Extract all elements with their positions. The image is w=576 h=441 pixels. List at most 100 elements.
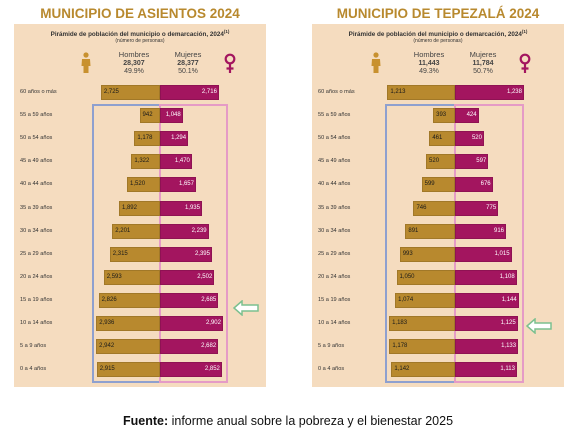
bar-women [455, 269, 517, 285]
bar-men [389, 339, 455, 355]
age-group-label: 15 a 19 años [318, 296, 351, 303]
chart-title-asientos: MUNICIPIO DE ASIENTOS 2024 [40, 6, 240, 21]
age-group-label: 35 a 39 años [318, 204, 351, 211]
bar-women [160, 223, 209, 239]
bar-men-value: 993 [402, 250, 413, 257]
bar-men-value: 1,183 [392, 320, 408, 326]
bar-men-value: 942 [142, 112, 153, 119]
bar-men [387, 85, 455, 100]
bar-women-value: 2,716 [201, 89, 217, 95]
bar-men [399, 246, 455, 262]
total-men-value: 28,307 [123, 59, 145, 67]
age-group-label: 0 a 4 años [20, 366, 47, 373]
age-group-label: 30 a 34 años [318, 227, 351, 234]
bar-women [455, 292, 519, 308]
bar-men-value: 2,725 [103, 89, 119, 95]
age-group-label: 15 a 19 años [20, 296, 53, 303]
bar-women [160, 200, 202, 216]
bar-men [96, 362, 160, 378]
bar-women [455, 316, 518, 331]
bar-women [160, 131, 189, 147]
bar-men-value: 891 [408, 227, 419, 234]
total-women-pct: 50.7% [473, 68, 493, 75]
female-symbol-icon [224, 53, 236, 80]
source-text: informe anual sobre la pobreza y el bien… [171, 414, 454, 428]
age-group-label: 45 a 49 años [20, 158, 53, 165]
female-symbol-icon [519, 53, 531, 80]
source-caption: Fuente: informe anual sobre la pobreza y… [0, 414, 576, 428]
age-group-label: 55 a 59 años [318, 112, 351, 119]
bar-men-value: 2,201 [115, 227, 131, 234]
bar-women [160, 177, 196, 193]
total-men-label: Hombres [118, 50, 150, 59]
bar-women-value: 2,502 [197, 273, 213, 280]
bar-women [160, 246, 212, 262]
chart-title-tepezala: MUNICIPIO DE TEPEZALÁ 2024 [336, 6, 540, 21]
source-label: Fuente: [122, 414, 169, 428]
left-arrow-icon [232, 299, 259, 321]
bar-men-value: 1,050 [399, 273, 415, 280]
bar-men-value: 2,942 [99, 343, 115, 350]
age-group-label: 20 a 24 años [318, 273, 351, 280]
total-women-value: 11,784 [472, 59, 494, 67]
total-men: Hombres 28,307 49.9% [114, 50, 154, 77]
women-highlight-outline [454, 104, 524, 384]
bar-men [103, 269, 160, 285]
bar-men-value: 393 [436, 112, 447, 119]
bar-men [413, 200, 455, 216]
bar-women [160, 292, 219, 308]
bar-women-value: 775 [486, 204, 497, 211]
bar-women-value: 597 [476, 158, 487, 165]
bar-men [426, 154, 455, 170]
bar-women [455, 154, 489, 170]
bar-men [98, 292, 160, 308]
male-person-icon [80, 52, 92, 79]
bar-men-value: 1,892 [121, 204, 137, 211]
bar-women-value: 2,395 [194, 250, 210, 257]
bar-women [160, 269, 215, 285]
age-group-label: 0 a 4 años [318, 366, 345, 373]
bar-men-value: 1,178 [137, 135, 153, 142]
bar-women-value: 1,294 [171, 135, 187, 142]
bar-men-value: 1,520 [130, 181, 146, 188]
total-women: Mujeres 11,784 50.7% [463, 50, 503, 77]
bar-women [160, 362, 222, 378]
bar-men [396, 269, 455, 285]
age-group-label: 50 a 54 años [318, 135, 351, 142]
bar-men [405, 223, 455, 239]
pyramid-panel-asientos: Pirámide de población del municipio o de… [14, 24, 266, 387]
bar-men-value: 2,826 [101, 296, 117, 303]
bar-men [389, 316, 455, 331]
bar-men [96, 316, 160, 331]
chart-units: (número de personas) [413, 38, 463, 44]
bar-women-value: 2,682 [201, 343, 217, 350]
pyramid-panel-tepezala: Pirámide de población del municipio o de… [312, 24, 564, 387]
bar-women [160, 339, 219, 355]
bar-women [455, 339, 519, 355]
left-arrow-icon [525, 317, 552, 339]
bar-women-value: 1,238 [506, 89, 522, 95]
age-group-label: 30 a 34 años [20, 227, 53, 234]
chart-units: (número de personas) [115, 38, 165, 44]
total-women-label: Mujeres [469, 50, 497, 59]
age-group-label: 20 a 24 años [20, 273, 53, 280]
bar-men-value: 1,178 [392, 343, 408, 350]
total-men-pct: 49.9% [124, 68, 144, 75]
age-group-label: 5 a 9 años [318, 343, 345, 350]
bar-women-value: 1,015 [494, 250, 510, 257]
bar-women-value: 1,133 [501, 343, 517, 350]
age-group-label: 60 años o más [20, 89, 57, 95]
bar-women [160, 85, 219, 100]
chart-subtitle: Pirámide de población del municipio o de… [14, 29, 266, 38]
bar-women [455, 108, 479, 124]
age-group-label: 50 a 54 años [20, 135, 53, 142]
male-person-icon [370, 52, 382, 79]
total-women-value: 28,377 [177, 59, 199, 67]
age-group-label: 5 a 9 años [20, 343, 47, 350]
bar-men [96, 339, 160, 355]
age-group-label: 60 años o más [318, 89, 355, 95]
total-men: Hombres 11,443 49.3% [409, 50, 449, 77]
chart-subtitle-text: Pirámide de población del municipio o de… [50, 31, 224, 39]
bar-men-value: 599 [424, 181, 435, 188]
chart-subtitle-text: Pirámide de población del municipio o de… [348, 31, 522, 39]
